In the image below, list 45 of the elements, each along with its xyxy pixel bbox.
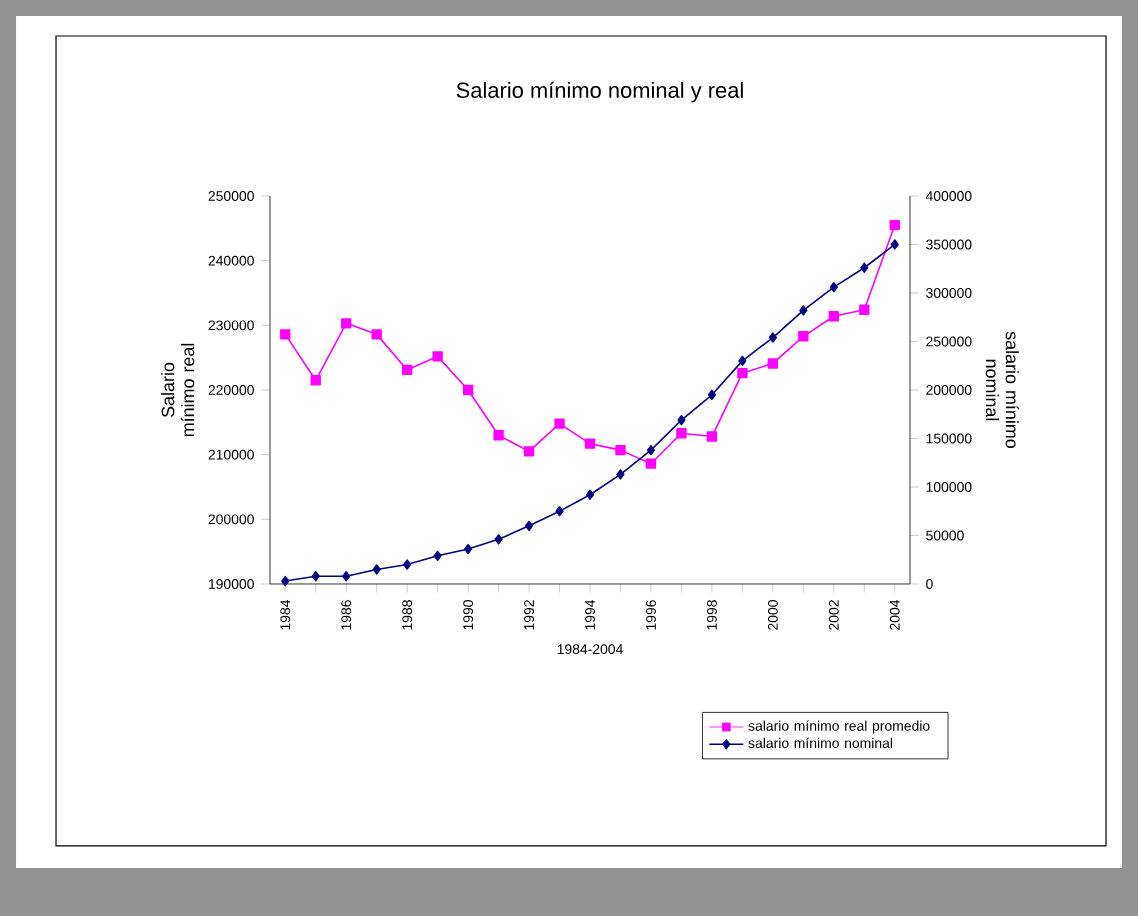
point [646, 444, 656, 456]
point [464, 543, 473, 555]
point [768, 332, 777, 343]
chart-title: Salario mínimo nominal y real [456, 81, 743, 103]
point [676, 428, 687, 439]
point [860, 262, 869, 273]
point [706, 431, 718, 442]
point [310, 375, 321, 386]
point [798, 331, 809, 342]
point [645, 458, 657, 469]
point [554, 418, 565, 429]
point [707, 389, 716, 401]
point [341, 318, 352, 329]
point [829, 281, 838, 293]
point [281, 575, 290, 587]
point [889, 219, 900, 231]
y-axis-title: Salario mínimo real [161, 343, 195, 437]
point [371, 329, 382, 340]
point [737, 367, 748, 379]
point [859, 304, 870, 315]
point [799, 305, 808, 316]
point [677, 414, 686, 426]
point [462, 384, 474, 396]
point [523, 446, 535, 457]
point [494, 534, 503, 545]
point [767, 358, 779, 369]
point [432, 351, 443, 362]
point [524, 520, 534, 531]
point [555, 506, 564, 517]
point [372, 564, 381, 575]
point [280, 329, 291, 340]
point [311, 571, 320, 582]
point [433, 550, 442, 562]
point [738, 355, 747, 367]
point [890, 239, 899, 250]
point [615, 444, 626, 456]
point [828, 311, 839, 322]
point [403, 559, 412, 570]
point [401, 364, 413, 376]
point [584, 438, 596, 449]
point [493, 430, 504, 441]
point [342, 571, 351, 582]
point [616, 469, 625, 480]
y2-axis-title: salario mínimo nominal [985, 331, 1020, 448]
point [585, 489, 595, 500]
